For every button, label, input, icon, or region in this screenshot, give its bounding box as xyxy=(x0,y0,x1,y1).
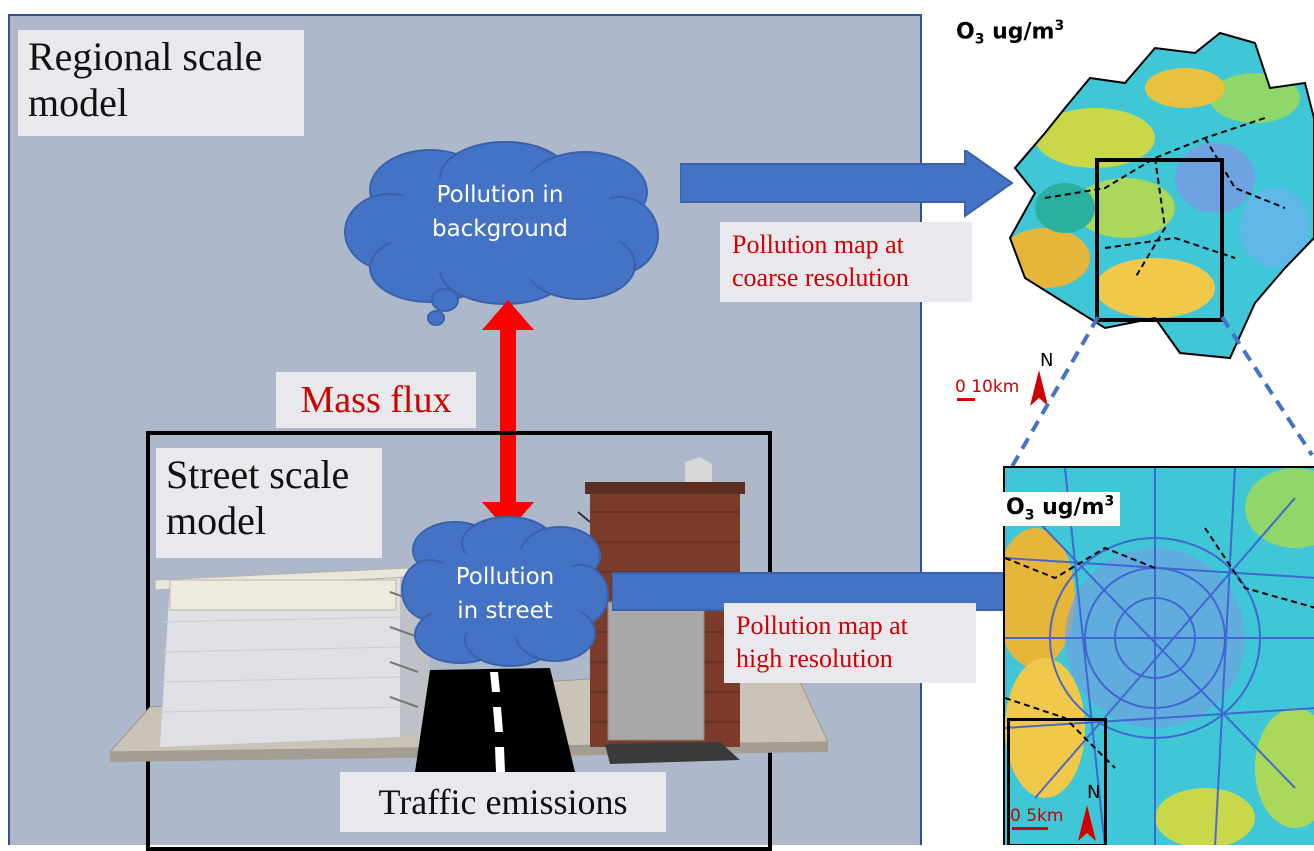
coarse-map-label-line1: Pollution map at xyxy=(732,230,904,259)
coarse-pollution-map xyxy=(1008,31,1314,360)
street-cloud xyxy=(401,516,609,667)
arrow-to-coarse-map xyxy=(680,150,1014,218)
coarse-north-arrow-icon xyxy=(1030,370,1048,406)
regional-title-line2: model xyxy=(28,80,128,125)
fine-map-title-unit: ug/m xyxy=(1034,495,1105,521)
street-cloud-line2: in street xyxy=(457,598,553,624)
fine-map-label-line2: high resolution xyxy=(736,644,893,673)
background-cloud-text: Pollution in background xyxy=(380,178,620,246)
street-model-label: Street scale model xyxy=(156,448,382,558)
street-cloud-text: Pollution in street xyxy=(415,560,595,628)
street-cloud-line1: Pollution xyxy=(455,564,555,590)
fine-map-north: N xyxy=(1087,782,1101,803)
fine-map-title-box: O3 ug/m3 xyxy=(1000,492,1121,526)
fine-map-label: Pollution map at high resolution xyxy=(724,603,976,683)
street-title-line1: Street scale xyxy=(166,452,350,497)
fine-map-scale-bar xyxy=(1012,827,1048,830)
background-cloud-line1: Pollution in xyxy=(436,182,564,208)
zoom-lines xyxy=(1008,315,1314,471)
coarse-map-label: Pollution map at coarse resolution xyxy=(720,222,972,302)
background-cloud-line2: background xyxy=(431,216,569,242)
coarse-map-title-unit: ug/m xyxy=(984,19,1055,45)
fine-map-scale: 0 5km xyxy=(1010,806,1064,826)
fine-north-arrow-icon xyxy=(1078,805,1096,841)
background-cloud xyxy=(344,141,659,326)
coarse-map-label-line2: coarse resolution xyxy=(732,263,909,292)
mass-flux-arrow xyxy=(482,300,534,532)
fine-map-title: O3 ug/m3 xyxy=(1006,494,1115,524)
fine-map-label-line1: Pollution map at xyxy=(736,611,908,640)
coarse-map-scale-bar xyxy=(957,398,975,401)
traffic-emissions-label: Traffic emissions xyxy=(340,772,666,832)
fine-map-title-sup: 3 xyxy=(1104,494,1115,510)
coarse-map-title-sup: 3 xyxy=(1054,18,1065,34)
coarse-map-scale: 0 10km xyxy=(955,377,1020,397)
fine-pollution-map xyxy=(1003,466,1314,845)
regional-title-line1: Regional scale xyxy=(28,34,263,79)
coarse-map-title: O3 ug/m3 xyxy=(956,18,1064,48)
fine-map-title-o: O xyxy=(1006,495,1025,521)
fine-map-title-sub: 3 xyxy=(1024,507,1035,524)
mass-flux-label: Mass flux xyxy=(276,372,476,428)
coarse-map-title-sub: 3 xyxy=(974,31,985,48)
coarse-map-title-o: O xyxy=(956,19,975,45)
street-title-line2: model xyxy=(166,498,266,543)
regional-model-label: Regional scale model xyxy=(18,30,304,136)
street-scene xyxy=(108,457,829,772)
coarse-map-north: N xyxy=(1040,350,1054,371)
